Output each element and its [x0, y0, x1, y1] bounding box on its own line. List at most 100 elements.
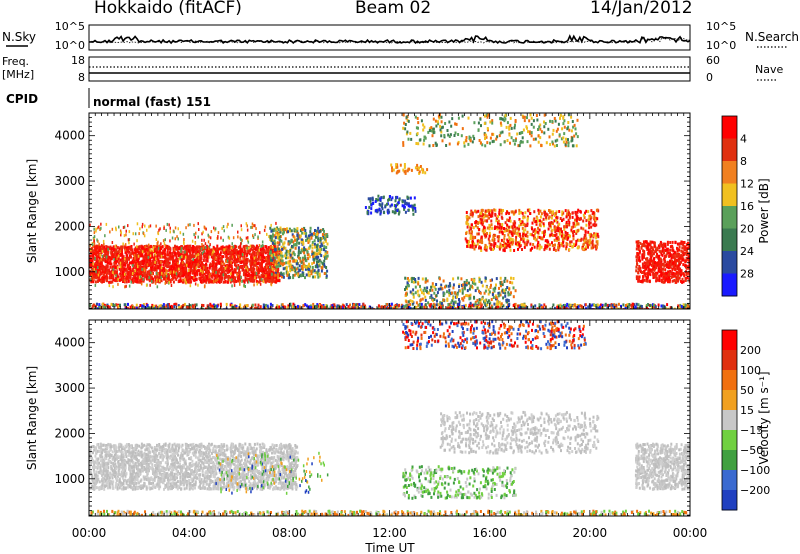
backscatter-cell [174, 244, 176, 248]
backscatter-cell [165, 228, 167, 232]
backscatter-cell [522, 303, 525, 307]
backscatter-cell [92, 254, 95, 257]
backscatter-cell [237, 230, 239, 234]
backscatter-cell [250, 244, 253, 248]
backscatter-cell [247, 278, 249, 282]
backscatter-cell [292, 274, 295, 278]
backscatter-cell [145, 266, 148, 269]
backscatter-cell [141, 250, 144, 254]
backscatter-cell [105, 264, 108, 268]
backscatter-cell [563, 228, 566, 231]
backscatter-cell [249, 262, 252, 266]
backscatter-cell [262, 244, 264, 247]
backscatter-cell [470, 278, 473, 282]
backscatter-cell [177, 274, 180, 278]
backscatter-cell [307, 241, 310, 244]
backscatter-cell [436, 291, 439, 295]
backscatter-cell [125, 284, 127, 288]
backscatter-cell [91, 305, 94, 309]
backscatter-cell [266, 262, 269, 266]
backscatter-cell [459, 289, 462, 293]
backscatter-cell [164, 276, 167, 280]
backscatter-cell [161, 307, 164, 309]
backscatter-cell [561, 213, 564, 217]
backscatter-cell [321, 262, 324, 266]
backscatter-cell [476, 298, 479, 302]
backscatter-cell [280, 261, 283, 265]
backscatter-cell [115, 276, 117, 280]
backscatter-cell [265, 274, 267, 278]
backscatter-cell [183, 238, 185, 241]
backscatter-cell [135, 256, 138, 260]
backscatter-cell [227, 235, 230, 239]
backscatter-cell [119, 272, 122, 276]
backscatter-cell [480, 303, 483, 307]
backscatter-cell [185, 274, 188, 278]
backscatter-cell [136, 277, 139, 280]
backscatter-cell [157, 272, 159, 276]
backscatter-cell [297, 275, 300, 279]
backscatter-cell [504, 307, 507, 309]
backscatter-cell [597, 209, 600, 213]
backscatter-cell [501, 283, 504, 287]
backscatter-cell [153, 307, 156, 309]
backscatter-cell [481, 284, 484, 288]
backscatter-cell [367, 307, 370, 309]
backscatter-cell [575, 306, 578, 309]
backscatter-cell [205, 254, 208, 258]
backscatter-cell [157, 307, 160, 309]
backscatter-cell [257, 257, 260, 261]
backscatter-cell [310, 236, 313, 240]
backscatter-cell [112, 278, 115, 282]
backscatter-cell [106, 268, 109, 272]
backscatter-cell [669, 306, 672, 309]
backscatter-cell [210, 280, 213, 284]
backscatter-cell [144, 259, 147, 263]
backscatter-cell [502, 296, 505, 300]
backscatter-cell [237, 251, 240, 255]
backscatter-cell [487, 299, 490, 303]
backscatter-cell [272, 264, 275, 268]
backscatter-cell [510, 291, 512, 295]
backscatter-cell [301, 231, 304, 235]
backscatter-cell [565, 222, 568, 226]
backscatter-cell [124, 285, 126, 289]
backscatter-cell [541, 306, 544, 309]
backscatter-cell [331, 304, 334, 308]
backscatter-cell [497, 305, 499, 309]
backscatter-cell [114, 251, 117, 255]
backscatter-cell [409, 307, 412, 309]
backscatter-cell [102, 239, 105, 243]
backscatter-cell [168, 269, 171, 272]
backscatter-cell [419, 284, 421, 288]
backscatter-cell [274, 256, 277, 260]
backscatter-cell [244, 251, 247, 255]
backscatter-cell [209, 262, 211, 266]
backscatter-cell [277, 244, 279, 248]
backscatter-cell [275, 265, 278, 269]
backscatter-cell [149, 245, 152, 249]
backscatter-cell [91, 258, 94, 262]
backscatter-cell [604, 302, 607, 306]
backscatter-cell [194, 241, 196, 245]
backscatter-cell [143, 267, 145, 271]
backscatter-cell [498, 300, 501, 304]
backscatter-cell [458, 305, 461, 309]
backscatter-cell [325, 274, 328, 278]
backscatter-cell [198, 276, 201, 280]
backscatter-cell [277, 261, 280, 265]
backscatter-cell [176, 275, 179, 279]
backscatter-cell [296, 273, 299, 277]
backscatter-cell [277, 258, 280, 262]
nave-label: Nave [755, 63, 783, 76]
backscatter-cell [141, 259, 144, 263]
backscatter-cell [112, 265, 115, 269]
backscatter-cell [219, 253, 222, 257]
backscatter-cell [133, 251, 136, 255]
backscatter-cell [494, 208, 497, 212]
backscatter-cell [142, 304, 145, 308]
backscatter-cell [152, 246, 155, 250]
backscatter-cell [273, 262, 276, 266]
backscatter-cell [464, 283, 467, 287]
backscatter-cell [106, 271, 109, 274]
